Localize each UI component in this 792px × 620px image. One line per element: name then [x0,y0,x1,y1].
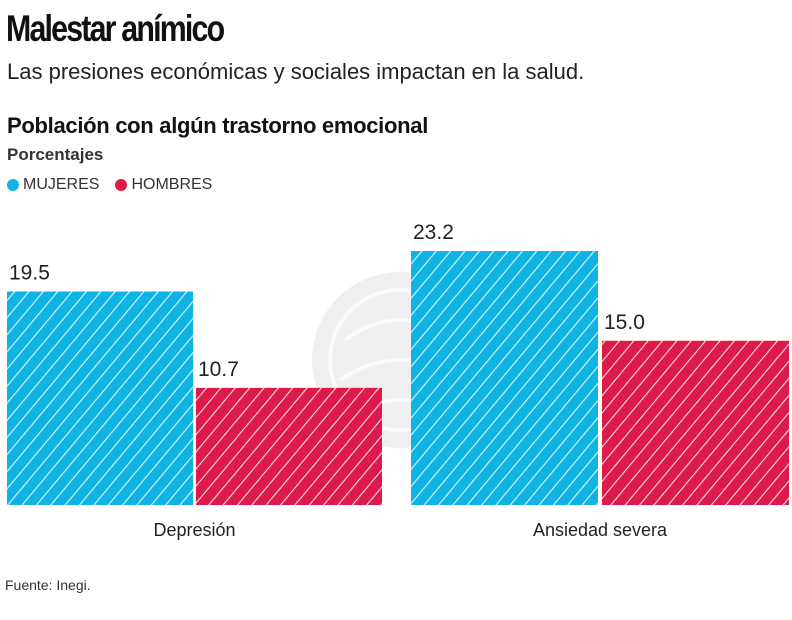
legend-swatch-hombres [115,179,128,191]
category-label-1: Ansiedad severa [533,520,668,540]
legend-label-hombres: HOMBRES [131,176,213,193]
page-title: Malestar anímico [6,8,225,49]
page-subtitle: Las presiones económicas y sociales impa… [7,59,585,84]
data-label-mujeres-1: 23.2 [413,221,454,244]
source-note: Fuente: Inegi. [5,577,91,593]
category-label-0: Depresión [153,520,235,540]
bar-hatch [411,251,598,505]
bar-mujeres-1 [411,251,598,505]
bar-hombres-0 [196,387,382,505]
legend-item-mujeres: MUJERES [7,176,99,194]
legend: MUJERES HOMBRES [7,176,228,194]
legend-swatch-mujeres [7,179,19,191]
legend-item-hombres: HOMBRES [115,176,212,194]
bar-mujeres-0 [7,291,193,505]
bar-hatch [602,340,789,505]
data-label-hombres-1: 15.0 [604,311,645,334]
bar-hombres-1 [602,340,789,505]
data-label-hombres-0: 10.7 [198,358,239,381]
bar-hatch [7,291,193,505]
data-label-mujeres-0: 19.5 [9,262,50,285]
bar-hatch [196,387,382,505]
chart-title: Población con algún trastorno emocional [7,113,429,138]
y-axis-label: Porcentajes [7,145,104,164]
legend-label-mujeres: MUJERES [23,176,100,193]
